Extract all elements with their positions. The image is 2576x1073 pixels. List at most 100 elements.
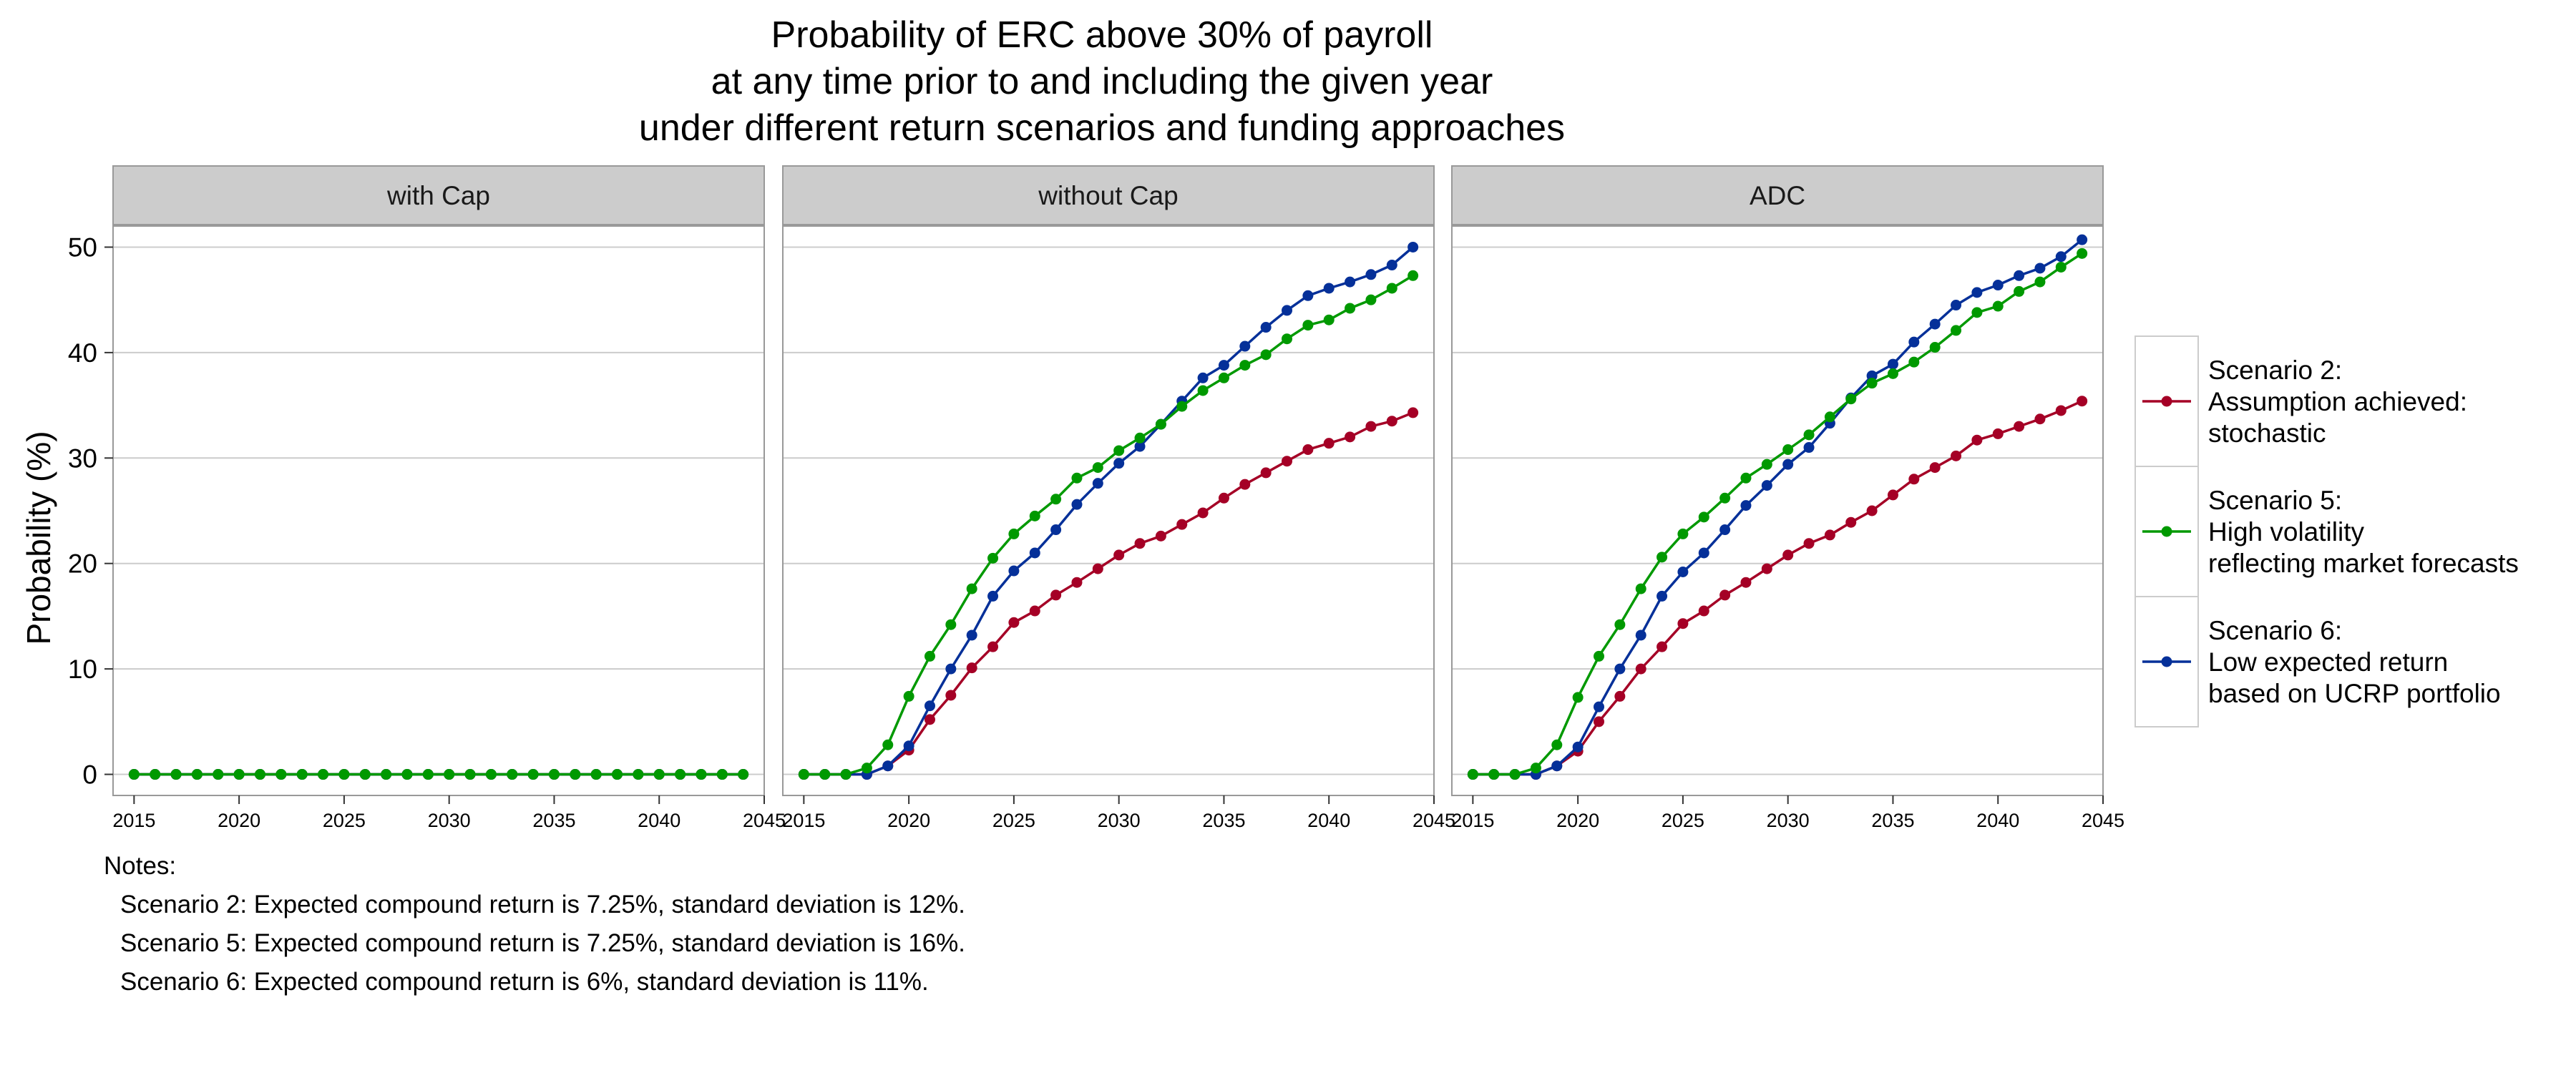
data-point xyxy=(1614,663,1626,675)
data-point xyxy=(2014,421,2025,432)
data-point xyxy=(1677,618,1689,629)
data-point xyxy=(1761,480,1772,491)
data-point xyxy=(1071,577,1083,588)
data-point xyxy=(1951,450,1962,461)
data-point xyxy=(1134,538,1146,549)
data-point xyxy=(1302,444,1314,456)
strip-without-cap xyxy=(782,165,1435,225)
y-tick-label-30: 30 xyxy=(68,444,97,473)
data-point xyxy=(1113,458,1125,469)
data-point xyxy=(1635,583,1646,594)
data-point xyxy=(1282,305,1293,316)
chart-title-line-3: under different return scenarios and fun… xyxy=(639,107,1565,149)
data-point xyxy=(1113,549,1125,561)
chart-title: Probability of ERC above 30% of payroll … xyxy=(639,14,1565,149)
data-point xyxy=(1698,547,1709,559)
data-point xyxy=(1635,663,1646,675)
data-point xyxy=(1740,472,1752,484)
x-tick-label-2035: 2035 xyxy=(1871,810,1914,831)
y-tick-label-20: 20 xyxy=(68,549,97,579)
panel-border-without-cap xyxy=(782,225,1435,796)
chart-title-line-2: at any time prior to and including the g… xyxy=(711,61,1493,102)
y-axis-title: Probability (%) xyxy=(20,431,57,645)
legend: Scenario 2: Assumption achieved: stochasti… xyxy=(2135,335,2519,727)
data-point xyxy=(1488,769,1500,780)
data-point xyxy=(1551,739,1563,750)
legend-key-point xyxy=(2161,396,2172,407)
data-point xyxy=(1218,360,1229,371)
legend-item-scenario-2: Scenario 2: Assumption achieved: stochasti… xyxy=(2135,335,2467,467)
data-point xyxy=(1260,467,1272,479)
data-point xyxy=(924,700,935,712)
strip-label-with-cap: with Cap xyxy=(386,181,490,210)
data-point xyxy=(2014,285,2025,297)
data-point xyxy=(861,763,872,774)
data-point xyxy=(507,769,518,780)
data-point xyxy=(1134,441,1146,452)
data-point xyxy=(1657,641,1668,652)
data-point xyxy=(1239,479,1251,490)
data-point xyxy=(213,769,224,780)
data-point xyxy=(987,552,999,564)
panel-border-with-cap xyxy=(112,225,765,796)
data-point xyxy=(1740,577,1752,588)
data-point xyxy=(1551,760,1563,772)
data-point xyxy=(1008,617,1020,628)
data-point xyxy=(1407,407,1419,418)
data-point xyxy=(1908,356,1920,368)
data-point xyxy=(1803,442,1815,454)
y-tick-label-0: 0 xyxy=(82,760,97,790)
data-point xyxy=(924,714,935,725)
data-point xyxy=(987,590,999,602)
panel-adc: ADC 2015 2020 2025 2030 2035 2040 2045 xyxy=(1451,165,2124,831)
data-point xyxy=(1698,511,1709,523)
x-tick-label-2020: 2020 xyxy=(218,810,260,831)
data-point xyxy=(1239,360,1251,371)
data-point xyxy=(612,769,623,780)
y-tick-label-10: 10 xyxy=(68,655,97,684)
data-point xyxy=(1197,372,1209,383)
data-point xyxy=(1386,283,1397,294)
data-point xyxy=(1845,393,1857,405)
strip-with-cap xyxy=(112,165,765,225)
strip-label-without-cap: without Cap xyxy=(1038,181,1178,210)
plot-area-with-cap xyxy=(113,226,764,795)
x-tick-label-2025: 2025 xyxy=(992,810,1035,831)
data-point xyxy=(2077,248,2088,259)
data-point xyxy=(1593,650,1604,662)
data-point xyxy=(696,769,707,780)
data-point xyxy=(1134,432,1146,444)
data-point xyxy=(945,619,957,630)
data-point xyxy=(1365,269,1377,280)
legend-label-scenario-6: Scenario 6: Low expected return based on U… xyxy=(2208,616,2501,708)
data-point xyxy=(924,650,935,662)
notes-heading: Notes: xyxy=(104,852,176,880)
notes: Notes: Scenario 2: Expected compound ret… xyxy=(104,852,965,996)
x-tick-label-2030: 2030 xyxy=(428,810,471,831)
data-point xyxy=(1302,290,1314,301)
x-tick-label-2015: 2015 xyxy=(112,810,155,831)
data-point xyxy=(1239,340,1251,352)
data-point xyxy=(1282,333,1293,345)
data-point xyxy=(1050,494,1062,505)
x-tick-label-2040: 2040 xyxy=(1307,810,1350,831)
data-point xyxy=(1071,472,1083,484)
data-point xyxy=(1803,538,1815,549)
data-point xyxy=(1365,421,1377,432)
data-point xyxy=(716,769,728,780)
data-point xyxy=(1951,325,1962,336)
data-point xyxy=(2077,234,2088,245)
data-point xyxy=(903,740,914,752)
x-tick-label-2025: 2025 xyxy=(323,810,366,831)
data-point xyxy=(1218,372,1229,383)
data-point xyxy=(233,769,245,780)
data-point xyxy=(1866,378,1878,389)
x-tick-label-2020: 2020 xyxy=(887,810,930,831)
data-point xyxy=(2014,270,2025,281)
series-scenario-5 xyxy=(1467,248,2088,780)
plot-area-without-cap xyxy=(783,226,1434,795)
x-tick-label-2035: 2035 xyxy=(1202,810,1245,831)
data-point xyxy=(1635,629,1646,641)
data-point xyxy=(798,769,809,780)
